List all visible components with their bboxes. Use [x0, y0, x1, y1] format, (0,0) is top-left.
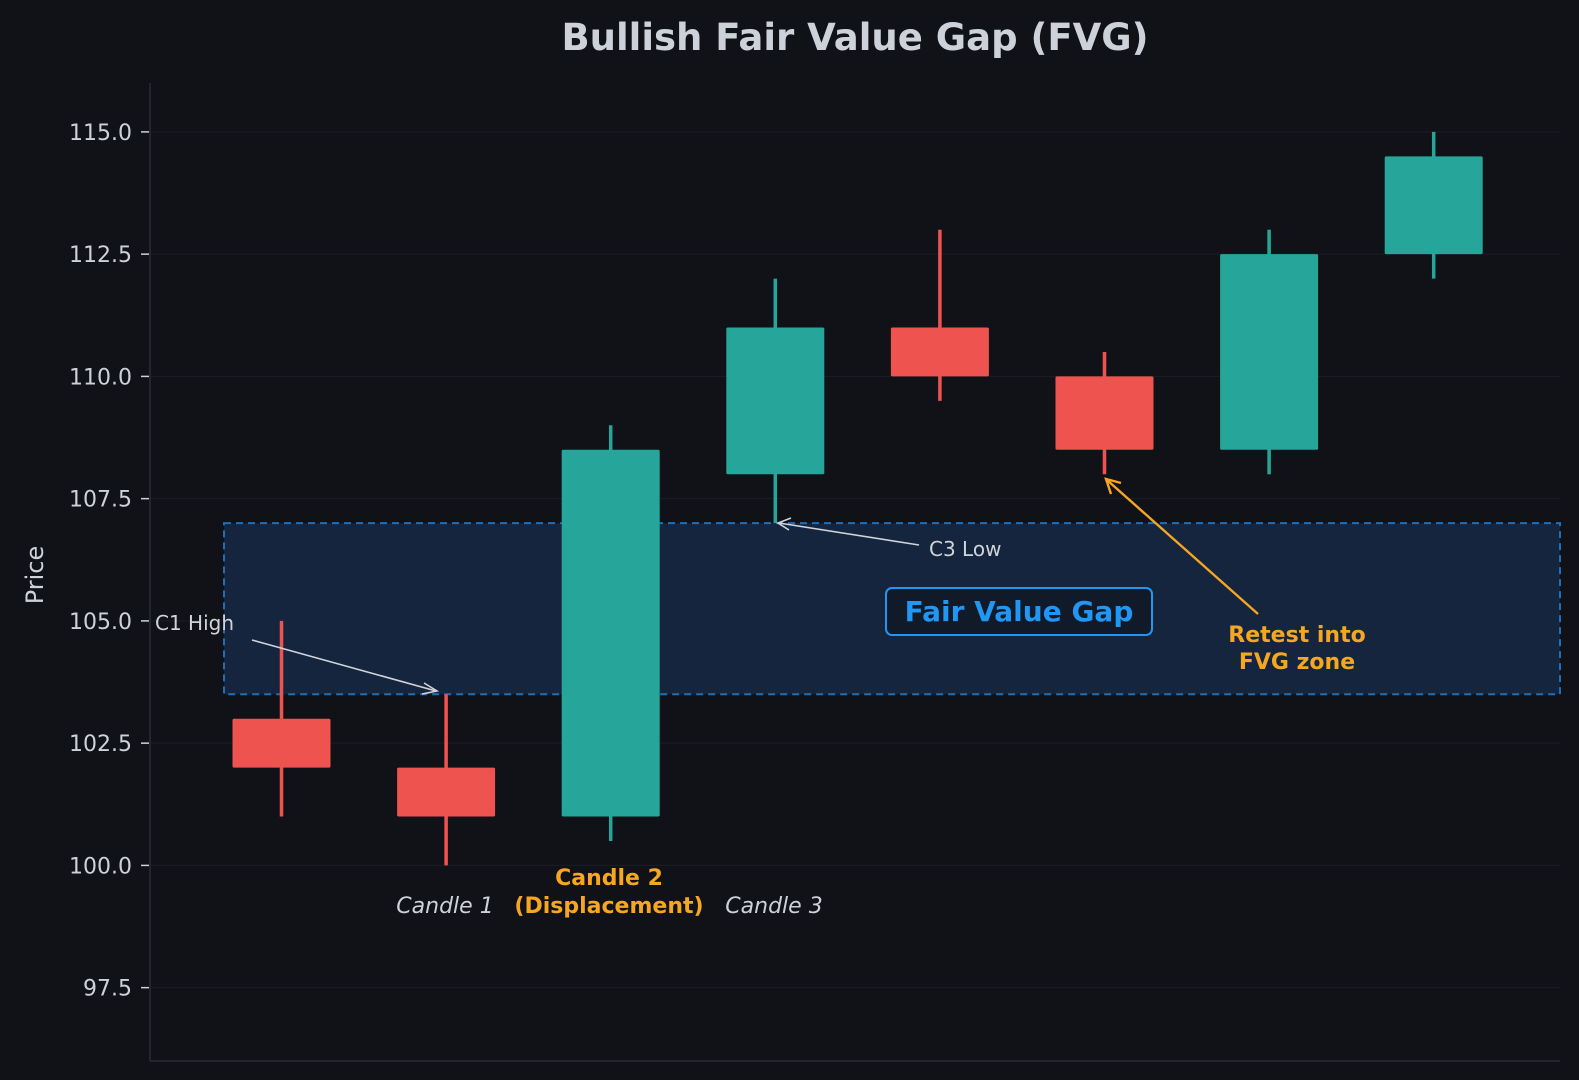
- candle-4: [726, 278, 825, 524]
- candles: [232, 131, 1483, 866]
- candle2-label-line1: Candle 2: [555, 866, 663, 891]
- candle2-label-line2: (Displacement): [514, 894, 703, 919]
- candle1-label: Candle 1: [396, 894, 493, 919]
- candle-7: [1220, 229, 1319, 475]
- y-tick-label: 115.0: [69, 121, 132, 146]
- y-tick-label: 112.5: [69, 243, 132, 268]
- candle-body: [726, 327, 825, 475]
- candle-3: [561, 425, 660, 841]
- axes: 97.5 100.0 102.5 105.0 107.5 110.0 112.5 115.0: [69, 83, 1560, 1062]
- c1-high-arrow: [251, 639, 437, 692]
- candle-body: [561, 449, 660, 817]
- retest-arrowhead: [1104, 477, 1122, 495]
- retest-arrow: [1106, 479, 1259, 615]
- candle-body: [1384, 156, 1483, 255]
- chart-title: Bullish Fair Value Gap (FVG): [561, 16, 1148, 59]
- retest-label-line2: FVG zone: [1239, 650, 1355, 675]
- y-tick-label: 97.5: [83, 977, 132, 1002]
- candle-8: [1384, 131, 1483, 279]
- candle-body: [1055, 376, 1154, 450]
- c3-low-label: C3 Low: [929, 537, 1001, 561]
- fvg-label: Fair Value Gap: [905, 595, 1134, 628]
- candle3-label: Candle 3: [725, 894, 822, 919]
- c3-low-arrow: [778, 522, 920, 546]
- annotations: Price C1 High C3 Low Fair Value Gap Rete…: [21, 477, 1366, 919]
- candle-2: [397, 694, 496, 866]
- y-tick-label: 110.0: [69, 365, 132, 390]
- candle-body: [1220, 254, 1319, 450]
- c1-high-label: C1 High: [155, 611, 234, 635]
- retest-label-line1: Retest into: [1228, 623, 1365, 648]
- y-axis-label: Price: [21, 546, 49, 605]
- y-tick-label: 105.0: [69, 610, 132, 635]
- candle-5: [890, 229, 989, 401]
- fvg-label-box: [885, 587, 1153, 636]
- y-tick-label: 100.0: [69, 854, 132, 879]
- y-tick-label: 107.5: [69, 488, 132, 513]
- candle-1: [232, 620, 331, 817]
- candle-body: [890, 327, 989, 377]
- y-tick-label: 102.5: [69, 732, 132, 757]
- candle-body: [397, 767, 496, 817]
- candle-body: [232, 718, 331, 768]
- candle-6: [1055, 351, 1154, 475]
- c3-low-arrowhead: [776, 517, 792, 531]
- c1-high-arrowhead: [421, 682, 440, 695]
